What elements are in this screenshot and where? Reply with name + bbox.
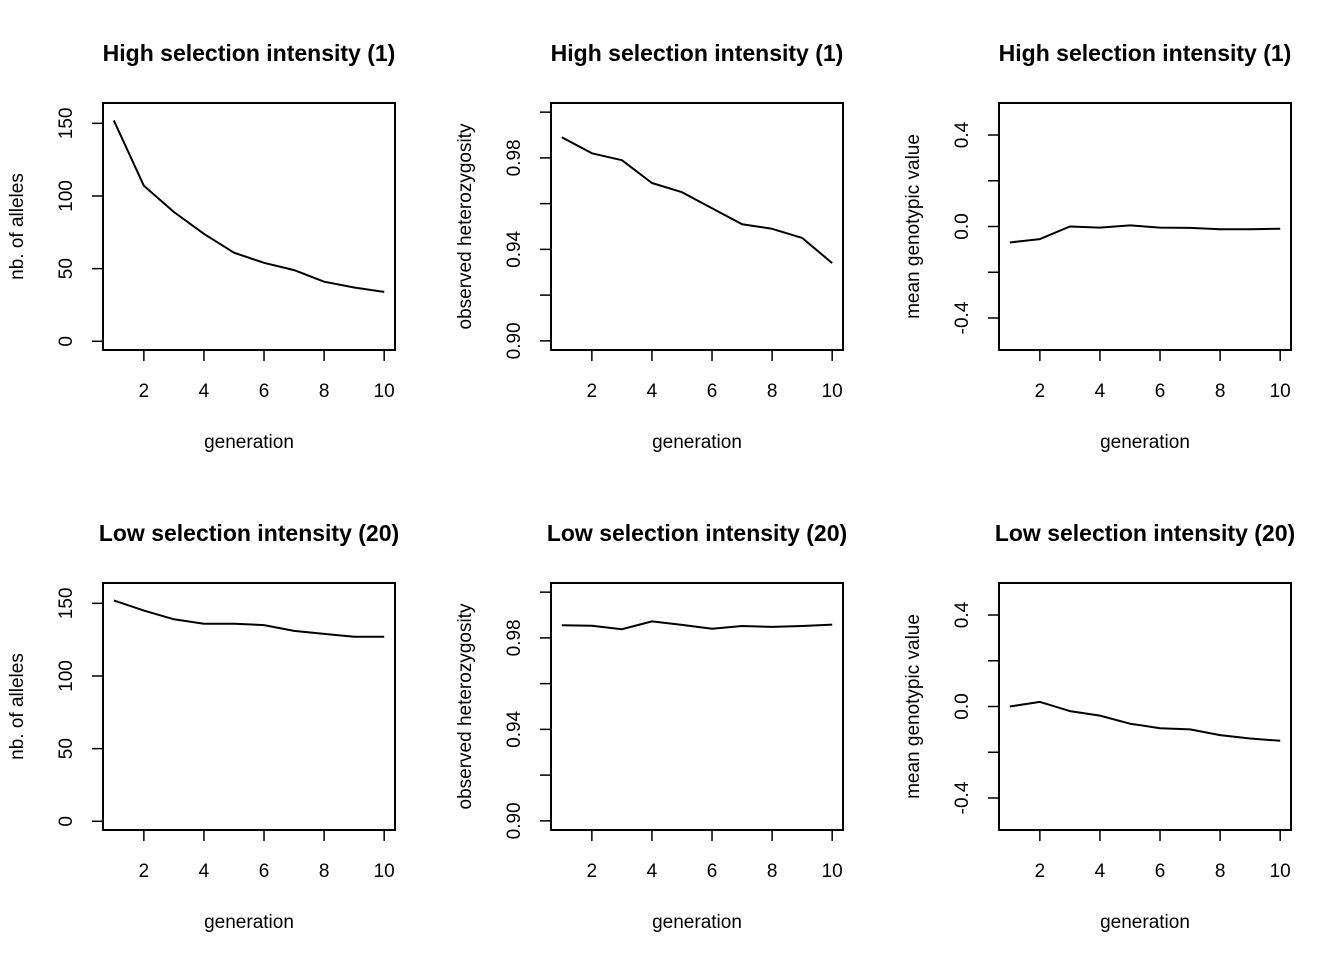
y-tick-label: 50 (56, 258, 77, 279)
chart-panel: High selection intensity (1) 2 4 6 8 10 genera… (455, 40, 844, 453)
x-tick-label: 2 (1035, 861, 1046, 882)
x-tick-label: 4 (647, 381, 658, 402)
y-axis-label: observed heterozygosity (455, 123, 476, 329)
x-tick-label: 10 (1270, 861, 1291, 882)
x-tick-label: 6 (259, 381, 270, 402)
y-tick-label: -0.4 (952, 301, 973, 334)
y-tick-label: 0.4 (952, 601, 973, 628)
y-tick-label: 100 (56, 180, 77, 212)
y-tick-label: 0.0 (952, 213, 973, 239)
x-tick-label: 6 (707, 861, 718, 882)
x-tick-label: 2 (139, 381, 150, 402)
y-tick-label: 150 (56, 587, 77, 619)
y-tick-label: 0.94 (504, 230, 525, 267)
chart-title: High selection intensity (1) (551, 40, 844, 66)
y-tick-label: 150 (56, 107, 77, 139)
x-axis-label: generation (1100, 432, 1190, 453)
plot-frame (102, 582, 396, 831)
x-tick-label: 4 (199, 381, 210, 402)
x-tick-label: 10 (374, 861, 395, 882)
x-tick-label: 2 (587, 381, 598, 402)
chart-title: Low selection intensity (20) (99, 520, 399, 546)
x-tick-label: 10 (822, 381, 843, 402)
chart-panel: Low selection intensity (20) 2 4 6 8 10 genera… (903, 520, 1295, 933)
y-tick-label: 0.98 (504, 139, 525, 176)
x-tick-label: 2 (587, 861, 598, 882)
chart-panel: High selection intensity (1) 2 4 6 8 10 genera… (903, 40, 1292, 453)
chart-title: Low selection intensity (20) (547, 520, 847, 546)
x-tick-label: 2 (139, 861, 150, 882)
x-tick-label: 8 (1215, 861, 1226, 882)
y-axis-label: nb. of alleles (7, 653, 28, 760)
series-line (561, 620, 833, 631)
y-tick-label: 0 (56, 816, 77, 827)
chart-panel: Low selection intensity (20) 2 4 6 8 10 genera… (7, 520, 399, 933)
x-tick-label: 10 (822, 861, 843, 882)
x-tick-label: 6 (1155, 381, 1166, 402)
x-tick-label: 8 (767, 381, 778, 402)
x-tick-label: 8 (319, 381, 330, 402)
series-line (561, 136, 833, 264)
series-line (1009, 700, 1281, 742)
x-tick-label: 10 (374, 381, 395, 402)
chart-title: High selection intensity (1) (999, 40, 1292, 66)
series-line (1009, 224, 1281, 244)
series-line (113, 599, 385, 638)
chart-title: Low selection intensity (20) (995, 520, 1295, 546)
plot-frame (550, 102, 844, 351)
x-axis-label: generation (652, 912, 742, 933)
y-tick-label: 0.94 (504, 710, 525, 747)
chart-panel: High selection intensity (1) 2 4 6 8 10 genera… (7, 40, 396, 453)
y-tick-label: -0.4 (952, 781, 973, 814)
x-axis-label: generation (652, 432, 742, 453)
plot-frame (550, 582, 844, 831)
x-tick-label: 4 (199, 861, 210, 882)
x-tick-label: 10 (1270, 381, 1291, 402)
x-tick-label: 6 (259, 861, 270, 882)
y-tick-label: 0.0 (952, 693, 973, 719)
x-tick-label: 8 (767, 861, 778, 882)
series-line (112, 119, 385, 293)
y-axis-label: mean genotypic value (903, 134, 924, 319)
x-tick-label: 6 (707, 381, 718, 402)
x-axis-label: generation (1100, 912, 1190, 933)
x-tick-label: 4 (1095, 861, 1106, 882)
y-axis-label: observed heterozygosity (455, 603, 476, 809)
x-tick-label: 2 (1035, 381, 1046, 402)
y-tick-label: 50 (56, 738, 77, 759)
x-tick-label: 6 (1155, 861, 1166, 882)
y-tick-label: 0.90 (504, 802, 525, 839)
y-tick-label: 0.4 (952, 121, 973, 148)
x-axis-label: generation (204, 912, 294, 933)
y-tick-label: 0.90 (504, 322, 525, 359)
y-tick-label: 0 (56, 336, 77, 347)
plot-frame (998, 582, 1292, 831)
y-tick-label: 0.98 (504, 619, 525, 656)
y-axis-label: mean genotypic value (903, 614, 924, 799)
x-axis-label: generation (204, 432, 294, 453)
chart-title: High selection intensity (1) (103, 40, 396, 66)
x-tick-label: 4 (647, 861, 658, 882)
y-tick-label: 100 (56, 660, 77, 692)
x-tick-label: 8 (319, 861, 330, 882)
plot-frame (102, 102, 396, 351)
x-tick-label: 8 (1215, 381, 1226, 402)
x-tick-label: 4 (1095, 381, 1106, 402)
chart-panel: Low selection intensity (20) 2 4 6 8 10 genera… (455, 520, 847, 933)
y-axis-label: nb. of alleles (7, 173, 28, 280)
